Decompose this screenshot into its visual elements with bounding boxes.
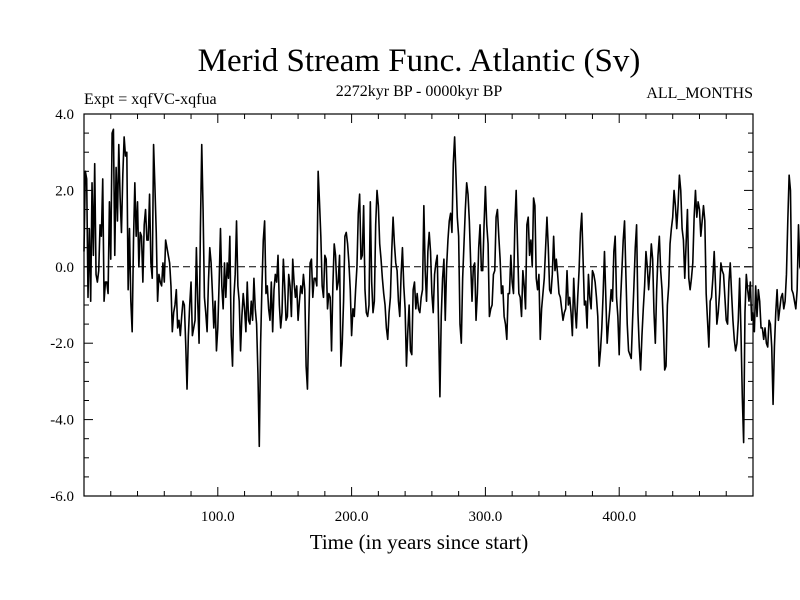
series-line bbox=[83, 128, 800, 448]
y-axis: 4.0 2.0 0.0 -2.0 -4.0 -6.0 bbox=[50, 107, 753, 505]
x-axis-label: Time (in years since start) bbox=[310, 530, 529, 554]
y-tick-label: -2.0 bbox=[50, 336, 74, 352]
y-tick-label: -6.0 bbox=[50, 489, 74, 505]
x-tick-label: 400.0 bbox=[602, 509, 636, 525]
y-tick-label: 2.0 bbox=[55, 183, 74, 199]
y-tick-label: 4.0 bbox=[55, 107, 74, 123]
x-tick-label: 100.0 bbox=[201, 509, 235, 525]
x-tick-label: 200.0 bbox=[335, 509, 369, 525]
time-range-label: 2272kyr BP - 0000kyr BP bbox=[336, 83, 503, 100]
months-label: ALL_MONTHS bbox=[646, 85, 753, 102]
experiment-label: Expt = xqfVC-xqfua bbox=[84, 91, 217, 108]
y-tick-label: 0.0 bbox=[55, 260, 74, 276]
chart-title: Merid Stream Func. Atlantic (Sv) bbox=[198, 43, 641, 79]
y-tick-label: -4.0 bbox=[50, 413, 74, 429]
x-tick-label: 300.0 bbox=[469, 509, 503, 525]
x-axis: 100.0 200.0 300.0 400.0 bbox=[110, 114, 727, 525]
plot-frame bbox=[83, 113, 754, 497]
